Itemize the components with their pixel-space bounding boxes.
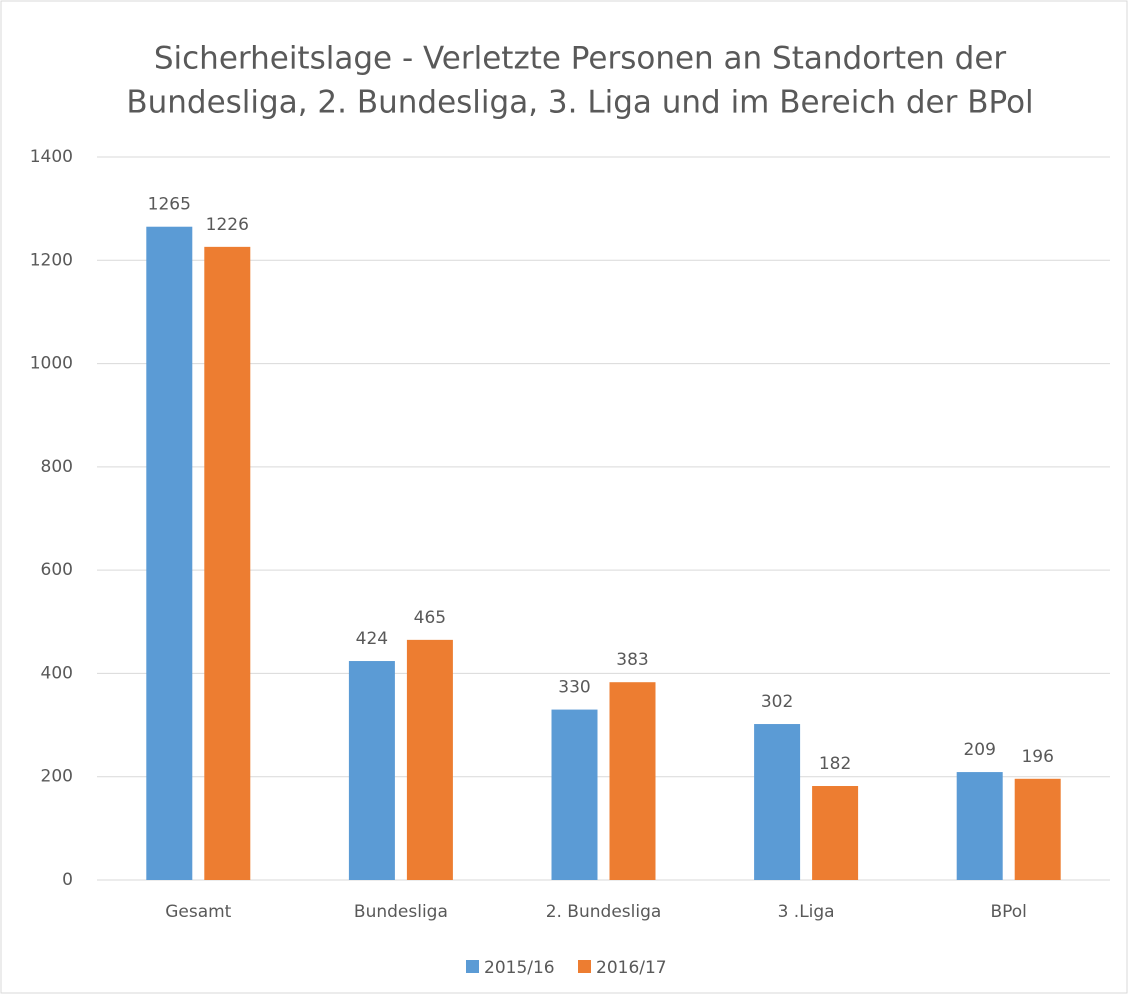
bar <box>348 661 395 880</box>
x-tick-label: Gesamt <box>165 902 231 922</box>
data-label: 465 <box>414 608 446 628</box>
y-tick-label: 400 <box>41 663 73 683</box>
chart-title: Bundesliga, 2. Bundesliga, 3. Liga und i… <box>126 85 1033 121</box>
data-label: 302 <box>761 692 793 712</box>
bar <box>551 709 598 880</box>
bar <box>956 772 1003 880</box>
data-label: 1265 <box>148 195 191 215</box>
x-tick-label: Bundesliga <box>354 902 448 922</box>
y-tick-label: 1000 <box>30 354 73 374</box>
bar <box>1014 778 1061 880</box>
legend-swatch <box>466 960 479 973</box>
bar <box>406 639 453 880</box>
x-tick-label: 3 .Liga <box>778 902 835 922</box>
data-label: 1226 <box>206 215 249 235</box>
bar <box>204 246 251 880</box>
chart-title: Sicherheitslage - Verletzte Personen an … <box>154 41 1007 77</box>
x-tick-label: BPol <box>990 902 1026 922</box>
bar <box>754 724 801 880</box>
data-label: 182 <box>819 754 851 774</box>
y-tick-label: 1200 <box>30 250 73 270</box>
bar <box>812 786 859 880</box>
y-tick-label: 0 <box>62 870 73 890</box>
legend-label: 2015/16 <box>484 958 555 978</box>
data-label: 209 <box>963 740 995 760</box>
legend-label: 2016/17 <box>596 958 667 978</box>
y-tick-label: 600 <box>41 560 73 580</box>
y-tick-label: 200 <box>41 767 73 787</box>
bar <box>609 682 656 880</box>
data-label: 383 <box>616 650 648 670</box>
data-label: 330 <box>558 678 590 698</box>
x-tick-label: 2. Bundesliga <box>546 902 662 922</box>
y-tick-label: 800 <box>41 457 73 477</box>
data-label: 196 <box>1021 747 1053 767</box>
y-tick-label: 1400 <box>30 147 73 167</box>
data-label: 424 <box>356 629 388 649</box>
bar <box>146 226 193 881</box>
legend-swatch <box>578 960 591 973</box>
